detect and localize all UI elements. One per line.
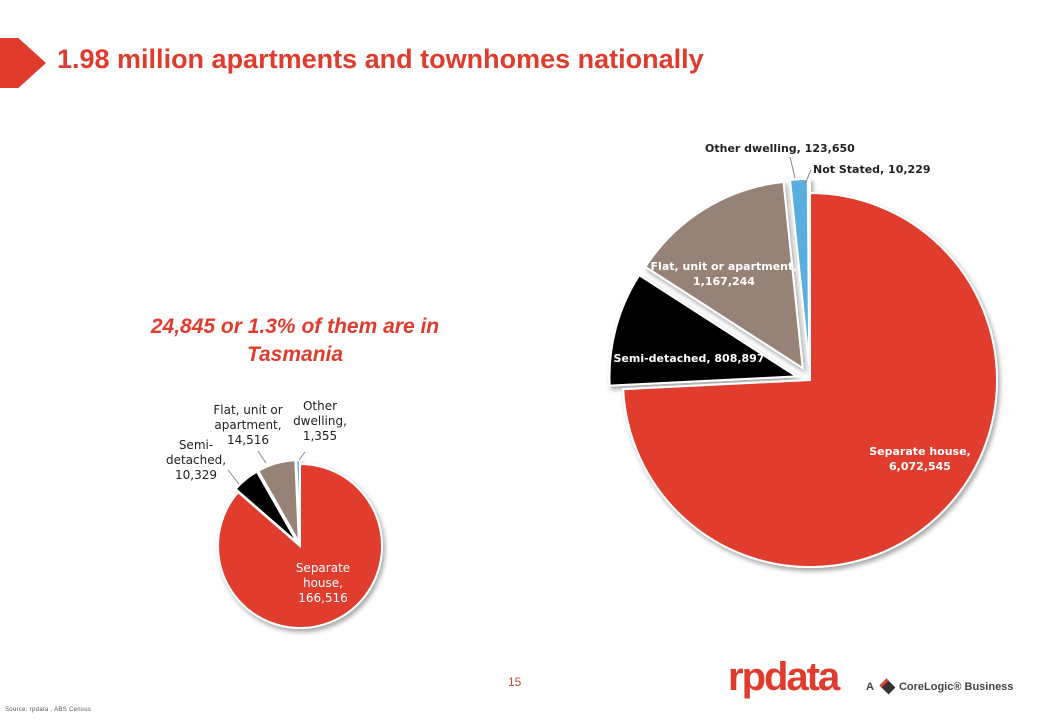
tasmania-label-separate: Separate house, 166,516 [296,561,350,605]
tasmania-slice-3 [295,459,301,543]
national-slice-0 [622,191,998,568]
tasmania-label-other: Other dwelling, 1,355 [293,399,347,443]
page-title: 1.98 million apartments and townhomes na… [57,44,704,74]
tasmania-slice-0 [217,462,383,629]
tasmania-label-flat: Flat, unit or apartment, 14,516 [213,403,282,447]
national-label-flat: Flat, unit or apartment, 1,167,244 [651,260,798,288]
national-label-notstated: Not Stated, 10,229 [813,163,931,176]
national-label-other: Other dwelling, 123,650 [705,142,855,155]
national-leader-notstated [804,169,812,185]
tasmania-slice-2 [256,459,300,543]
corelogic-tagline: A CoreLogic® Business [866,678,1014,695]
national-slice-2 [644,180,804,371]
callout-line-1: 24,845 or 1.3% of them are in [150,315,440,338]
national-slice-1 [608,273,800,387]
tagline-a: A [866,680,874,693]
national-label-semi: Semi-detached, 808,897 [614,352,765,365]
callout-line-2: Tasmania [246,343,344,366]
national-label-separate: Separate house, 6,072,545 [869,445,970,473]
tasmania-callout: 24,845 or 1.3% of them are in Tasmania [120,313,470,369]
source-note: Source: rpdata , ABS Census [5,707,92,713]
national-pie-chart [608,177,998,568]
tasmania-pie-chart [217,459,383,629]
tasmania-slice-1 [234,470,299,544]
pie-labels: Separate house, 166,516 Semi-detached, 10,32… [166,142,971,605]
tasmania-leader-semi [227,469,240,485]
tagline-business: CoreLogic® Business [898,680,1014,693]
rpdata-logo: rpdata [728,655,840,699]
national-slice-4 [807,177,811,367]
national-leader-other [789,156,796,179]
corelogic-icon [879,678,896,695]
tasmania-leader-other [298,451,306,461]
tasmania-leader-flat [257,450,267,464]
tasmania-label-semi: Semi-detached, 10,329 [166,438,226,482]
page-number: 15 [508,675,522,689]
